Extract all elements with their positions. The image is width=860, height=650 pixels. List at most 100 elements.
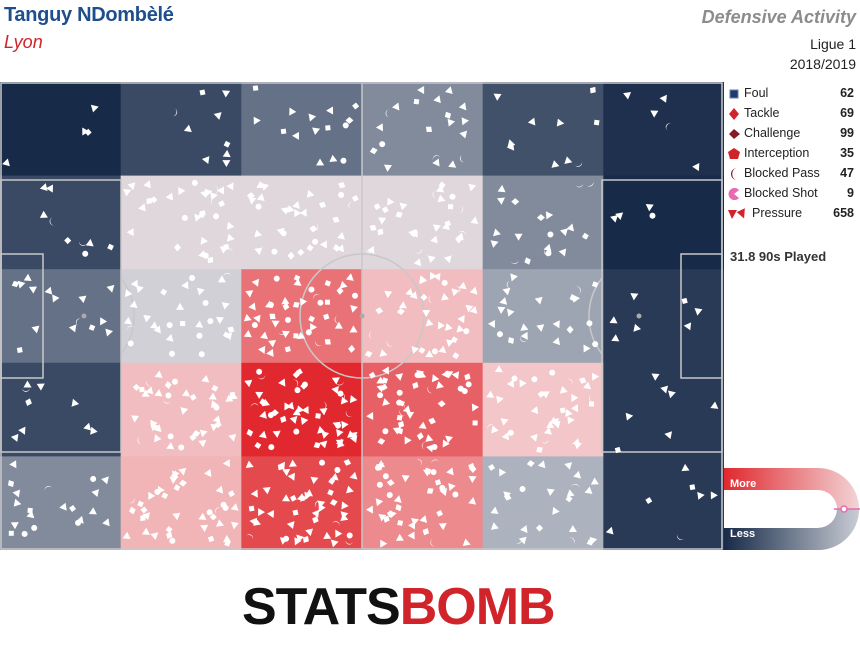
pressure-marker: [178, 187, 186, 196]
pressure-marker: [572, 438, 581, 447]
foul-marker: [396, 414, 403, 421]
team-name: Lyon: [4, 32, 43, 52]
pressure-marker: [337, 231, 345, 240]
pressure-marker: [552, 506, 560, 515]
pressure-marker: [584, 486, 593, 494]
interception-marker: [337, 390, 344, 397]
heatmap-pitch: [0, 82, 724, 550]
pressure-marker: [383, 164, 393, 172]
pressure-marker: [259, 410, 267, 419]
tackle-marker: [348, 344, 356, 353]
pressure-marker: [194, 213, 202, 222]
pressure-marker: [142, 512, 151, 521]
interception-marker: [549, 369, 556, 376]
pressure-marker: [253, 314, 261, 323]
pressure-marker: [150, 532, 159, 540]
interception-marker: [166, 322, 173, 329]
pressure-marker: [566, 223, 575, 232]
pressure-marker: [567, 416, 575, 425]
foul-marker: [248, 505, 255, 512]
legend-label: Foul: [744, 86, 769, 100]
interception-marker: [82, 250, 89, 257]
interception-marker: [449, 193, 456, 200]
foul-marker: [452, 352, 460, 360]
pressure-marker: [425, 434, 434, 442]
pressure-marker: [350, 305, 358, 313]
tackle-marker: [569, 294, 577, 302]
pressure-marker: [199, 429, 208, 438]
pressure-marker: [667, 390, 676, 399]
pressure-marker: [321, 431, 330, 439]
pressure-marker: [546, 488, 555, 497]
interception-marker: [165, 392, 172, 399]
pressure-marker: [2, 158, 10, 167]
pressure-marker: [288, 459, 297, 467]
interception-marker: [284, 316, 291, 323]
left-penalty-arc: [120, 277, 135, 355]
pressure-marker: [154, 370, 163, 378]
pressure-marker: [13, 498, 22, 507]
pressure-marker: [340, 396, 349, 405]
pressure-marker: [568, 525, 577, 533]
foul-marker: [352, 102, 360, 110]
pressure-marker: [222, 149, 231, 158]
foul-marker: [450, 336, 458, 344]
pressure-marker: [257, 345, 266, 354]
pressure-marker: [407, 531, 415, 540]
tackle-marker: [464, 373, 471, 381]
pressure-marker: [556, 118, 565, 127]
pressure-marker: [398, 301, 407, 309]
scale-pointer-dot: [840, 505, 848, 513]
pressure-marker: [500, 418, 509, 426]
tackle-marker: [590, 86, 596, 94]
pressure-marker: [266, 509, 275, 519]
tackle-marker: [437, 400, 446, 408]
pressure-marker: [487, 319, 496, 328]
pressure-marker: [222, 459, 230, 468]
pressure-marker: [254, 229, 263, 238]
tackle-marker: [455, 235, 463, 244]
foul-marker: [218, 200, 225, 208]
pressure-marker: [377, 460, 386, 468]
pressure-marker: [447, 118, 456, 127]
tackle-marker: [416, 432, 424, 441]
tackle-marker: [369, 147, 378, 155]
pressure-marker: [375, 123, 384, 132]
pressure-marker: [501, 432, 510, 441]
pressure-marker: [225, 394, 234, 402]
pressure-marker: [226, 233, 235, 242]
interception-marker: [431, 348, 438, 355]
tackle-marker: [508, 337, 515, 344]
legend-label: Interception: [744, 146, 810, 160]
pressure-marker: [244, 379, 253, 388]
legend-item-interception: Interception 35: [728, 144, 856, 164]
pressure-marker: [131, 415, 140, 423]
crescent-icon: [731, 168, 737, 180]
pressure-marker: [499, 297, 508, 305]
pressure-marker: [559, 385, 568, 394]
tackle-marker: [383, 515, 390, 523]
pressure-marker: [45, 184, 54, 193]
pressure-marker: [254, 247, 263, 256]
pressure-marker: [519, 379, 527, 388]
pressure-marker: [341, 501, 349, 510]
pressure-marker: [166, 442, 175, 450]
foul-marker: [229, 392, 236, 398]
pressure-marker: [389, 510, 397, 519]
pressure-marker: [444, 323, 453, 331]
pressure-marker: [395, 373, 404, 381]
pressure-marker: [583, 344, 591, 353]
pressure-marker: [336, 244, 344, 253]
pitch-spots: [81, 313, 642, 319]
pressure-marker: [124, 289, 133, 297]
legend-item-challenge: Challenge 99: [728, 124, 856, 144]
tackle-marker: [246, 428, 254, 437]
pressure-marker: [445, 435, 454, 444]
pressure-marker: [341, 420, 349, 429]
pressure-marker: [88, 507, 97, 515]
foul-marker: [150, 196, 158, 204]
heatmap-cell: [603, 456, 724, 550]
interception-marker: [340, 157, 347, 164]
pressure-marker: [9, 460, 17, 469]
pressure-marker: [210, 423, 219, 432]
